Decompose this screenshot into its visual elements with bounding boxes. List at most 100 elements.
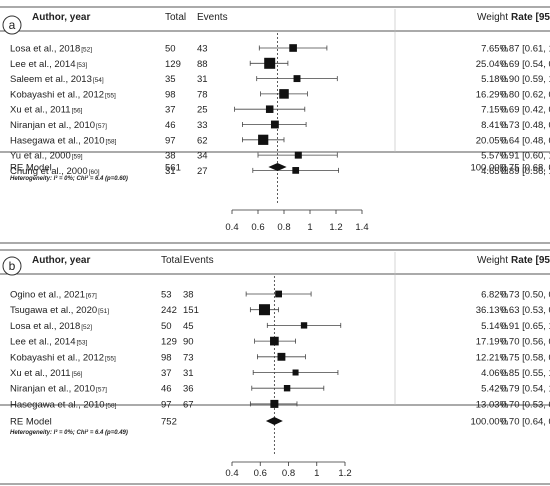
study-estimate-square (283, 384, 291, 392)
header-rate: Rate [95% CI] (511, 255, 550, 266)
study-events: 31 (197, 74, 208, 85)
study-ref: [53] (77, 340, 88, 347)
study-author: Niranjan et al., 2010[57] (10, 120, 107, 131)
study-weight: 5.18% (481, 74, 508, 85)
study-author: Chung et al., 2000[60] (10, 166, 100, 177)
study-events: 31 (183, 368, 194, 379)
study-author: Yu et al., 2000[59] (10, 151, 83, 162)
study-ref: [52] (81, 47, 92, 54)
study-rate: 0.85 [0.55, 1.15] (501, 368, 550, 379)
study-total: 50 (161, 321, 172, 332)
study-events: 27 (197, 166, 208, 177)
summary-row: RE Model 752 100.00%0.70 [0.64, 0.76] Heter… (10, 417, 550, 437)
study-row: Xu et al., 2011[56] 37 25 7.15%0.69 [0.42, … (10, 105, 550, 116)
study-ref: [67] (86, 293, 97, 300)
study-estimate-square (292, 167, 300, 174)
study-total: 97 (165, 135, 176, 146)
x-axis-tick-label: 1 (314, 468, 319, 479)
study-rate: 0.73 [0.50, 0.96] (501, 290, 550, 301)
x-axis-tick-label: 1 (307, 222, 312, 233)
summary-label: RE Model (10, 417, 52, 428)
study-rate: 0.69 [0.54, 0.83] (501, 59, 550, 70)
study-row: Hasegawa et al., 2010[58] 97 62 20.05%0.64 … (10, 134, 550, 146)
study-estimate-square (300, 322, 308, 329)
x-axis: 0.4 0.6 0.8 1 1.2 (225, 461, 352, 479)
study-events: 67 (183, 399, 194, 410)
study-events: 78 (197, 89, 208, 100)
study-events: 43 (197, 44, 208, 55)
study-total: 46 (161, 384, 172, 395)
study-total: 46 (165, 120, 176, 131)
study-estimate-square (277, 352, 286, 361)
study-ref: [52] (81, 324, 92, 331)
study-estimate-square (293, 75, 301, 83)
study-total: 37 (165, 105, 176, 116)
study-events: 38 (183, 290, 194, 301)
study-total: 129 (161, 337, 177, 348)
study-weight: 6.82% (481, 290, 508, 301)
study-row: Yu et al., 2000[59] 38 34 5.57%0.91 [0.60, … (10, 151, 550, 162)
study-rate: 0.70 [0.56, 0.85] (501, 337, 550, 348)
study-rate: 0.73 [0.48, 0.97] (501, 120, 550, 131)
study-total: 50 (165, 44, 176, 55)
study-row: Xu et al., 2011[56] 37 31 4.06%0.85 [0.55, … (10, 368, 550, 379)
study-estimate-square (264, 57, 276, 69)
panel-label-circle (2, 256, 22, 276)
panel-label-circle (2, 15, 22, 35)
study-estimate-square (275, 290, 282, 298)
x-axis-tick-label: 1.4 (355, 222, 368, 233)
study-ref: [51] (98, 308, 109, 315)
heterogeneity-text: Heterogeneity: I² = 0%; Chi² = 6.4 (p=0.… (10, 175, 128, 182)
summary-weight: 100.00% (470, 163, 508, 174)
study-weight: 5.57% (481, 151, 508, 162)
study-ref: [60] (89, 169, 100, 176)
study-ref: [56] (72, 108, 83, 115)
study-events: 45 (183, 321, 194, 332)
study-total: 38 (165, 151, 176, 162)
study-ref: [55] (105, 92, 116, 99)
study-weight: 25.04% (476, 59, 509, 70)
study-author: Kobayashi et al., 2012[55] (10, 89, 116, 100)
header-weight: Weight (477, 12, 508, 23)
study-rate: 0.69 [0.42, 0.96] (501, 105, 550, 116)
x-axis-tick-label: 0.8 (282, 468, 295, 479)
study-row: Niranjan et al., 2010[57] 46 36 5.42%0.79 [… (10, 384, 550, 395)
x-axis-tick-label: 0.4 (225, 222, 238, 233)
study-rate: 0.75 [0.58, 0.92] (501, 352, 550, 363)
study-author: Losa et al., 2018[52] (10, 44, 92, 55)
study-ref: [57] (96, 387, 107, 394)
x-axis-tick-label: 0.4 (225, 468, 238, 479)
study-events: 88 (197, 59, 208, 70)
study-weight: 17.19% (476, 337, 509, 348)
study-author: Ogino et al., 2021[67] (10, 290, 97, 301)
study-row: Niranjan et al., 2010[57] 46 33 8.41%0.73 [… (10, 120, 550, 131)
x-axis: 0.4 0.6 0.8 1 1.2 1.4 (225, 209, 369, 233)
study-estimate-square (270, 336, 279, 346)
study-estimate-square (258, 304, 270, 316)
study-author: Saleem et al., 2013[54] (10, 74, 104, 85)
summary-weight: 100.00% (470, 417, 508, 428)
study-row: Losa et al., 2018[52] 50 43 7.65%0.87 [0.61… (10, 44, 550, 55)
summary-label: RE Model (10, 163, 52, 174)
study-rate: 0.91 [0.65, 1.17] (501, 321, 550, 332)
study-total: 97 (161, 399, 172, 410)
study-events: 25 (197, 105, 208, 116)
study-events: 34 (197, 151, 208, 162)
study-events: 36 (183, 384, 194, 395)
header-rate: Rate [95% CI] (511, 12, 550, 23)
study-ref: [57] (96, 123, 107, 130)
summary-diamond (268, 163, 287, 171)
study-estimate-square (289, 44, 297, 52)
study-row: Tsugawa et al., 2020[51] 242 151 36.13%0.63… (10, 304, 550, 316)
study-row: Hasegawa et al., 2010[58] 97 67 13.03%0.70 … (10, 399, 550, 410)
study-rate: 0.80 [0.62, 0.98] (501, 89, 550, 100)
study-estimate-square (265, 105, 274, 113)
study-author: Kobayashi et al., 2012[55] (10, 352, 116, 363)
study-total: 242 (161, 305, 177, 316)
study-total: 98 (161, 352, 172, 363)
study-ref: [53] (77, 62, 88, 69)
